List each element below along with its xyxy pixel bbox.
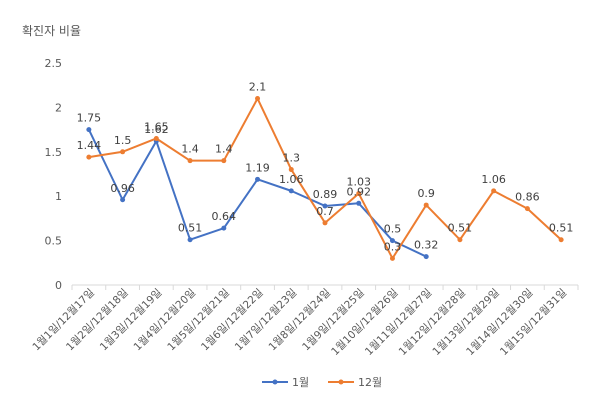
data-label: 0.89 [313,188,338,201]
x-tick-label: 1월1일/12월17일 [30,286,97,353]
data-label: 1.19 [245,161,270,174]
data-label: 0.9 [417,187,435,200]
data-point [187,158,193,164]
data-label: 0.51 [178,222,203,235]
legend-label: 12월 [358,376,382,389]
data-label: 1.4 [215,143,233,156]
data-label: 1.4 [181,143,199,156]
y-tick-label: 0.5 [45,235,63,248]
data-point [221,225,227,231]
series-layer [86,96,564,261]
data-label: 0.51 [549,222,574,235]
data-label: 0.3 [384,240,402,253]
data-labels: 1.75 0.96 1.62 0.51 0.64 1.19 1.06 0.89 0.92 0.5 0… [77,81,574,254]
data-point [322,203,328,209]
data-point [120,149,126,155]
data-point [423,202,429,208]
data-label: 1.62 [144,123,169,136]
x-tick-label: 1월4일/12월20일 [131,286,198,353]
data-point [423,254,429,260]
data-point [322,220,328,226]
y-tick-label: 0 [55,279,62,292]
data-label: 1.44 [77,139,102,152]
x-tick-label: 1월6일/12월22일 [198,286,265,353]
data-label: 0.7 [316,205,334,218]
data-point [86,154,92,160]
data-label: 1.06 [481,173,506,186]
data-label: 0.92 [346,185,371,198]
x-tick-label: 1월3일/12월19일 [97,286,164,353]
x-axis: 1월1일/12월17일1월2일/12월18일1월3일/12월19일1월4일/12… [30,284,579,358]
data-point [255,176,261,182]
data-label: 0.96 [110,182,135,195]
data-point [356,191,362,197]
data-label: 1.5 [114,134,132,147]
data-point [288,188,294,194]
legend-marker [338,379,344,385]
data-label: 1.65 [144,120,169,133]
data-point [187,237,193,243]
data-point [120,197,126,203]
data-label: 0.64 [212,210,237,223]
data-point [153,135,159,141]
data-label: 1.03 [346,176,371,189]
x-tick-label: 1월7일/12월23일 [232,286,299,353]
data-point [457,237,463,243]
data-label: 1.06 [279,173,304,186]
y-tick-label: 2 [55,101,62,114]
legend: 1월 12월 [262,376,382,389]
data-point [389,255,395,261]
data-point [389,238,395,244]
series-line-1 [87,129,427,258]
data-label: 0.86 [515,191,540,204]
y-axis: 0 0.5 1 1.5 2 2.5 [45,57,63,292]
data-label: 2.1 [249,81,267,94]
y-tick-label: 1 [55,190,62,203]
legend-marker [272,379,278,385]
data-point [491,188,497,194]
y-tick-label: 1.5 [45,146,63,159]
data-label: 1.75 [77,112,102,125]
data-label: 1.3 [283,152,301,165]
data-point [558,237,564,243]
x-tick-label: 1월2일/12월18일 [63,286,130,353]
data-point [86,127,92,133]
data-point [524,206,530,212]
data-point [356,200,362,206]
data-point [288,167,294,173]
data-point [255,96,261,102]
data-label: 0.5 [384,223,402,236]
legend-label: 1월 [292,376,309,389]
x-tick-label: 1월8일/12월24일 [266,286,333,353]
x-tick-label: 1월9일/12월25일 [299,286,366,353]
data-label: 0.32 [414,239,439,252]
y-tick-label: 2.5 [45,57,63,70]
data-label: 0.51 [448,222,473,235]
chart-title: 확진자 비율 [22,24,82,38]
data-point [221,158,227,164]
x-tick-label: 1월5일/12월21일 [165,286,232,353]
